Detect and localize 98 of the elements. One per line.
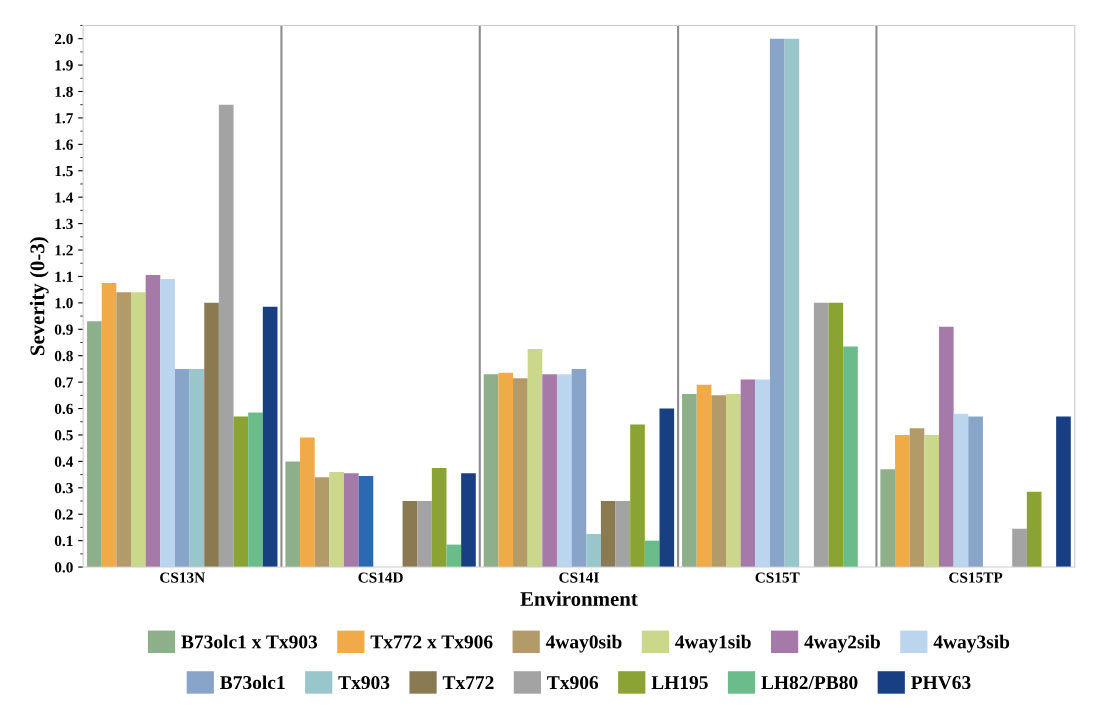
legend-label: 4way2sib — [804, 634, 880, 653]
bar — [160, 279, 175, 568]
bar — [644, 540, 660, 568]
legend-label: Tx906 — [547, 675, 599, 690]
y-tick-label: 0.9 — [54, 324, 73, 335]
bar — [740, 379, 756, 568]
bar — [843, 346, 858, 568]
x-tick-label: CS14D — [358, 572, 403, 583]
bar — [909, 428, 925, 568]
y-tick-label: 2.0 — [54, 33, 73, 45]
y-tick-label: 1.9 — [55, 60, 73, 71]
legend-label: B73olc1 — [220, 675, 285, 690]
y-tick-label: 0.7 — [54, 377, 74, 388]
bar — [498, 372, 514, 568]
y-tick-label: 1.6 — [55, 139, 73, 150]
bar — [968, 416, 983, 568]
x-tick-label: CS13N — [160, 572, 205, 583]
x-tick-label: CS15T — [755, 572, 800, 583]
bar — [329, 471, 344, 568]
bar — [402, 501, 418, 568]
legend-label: LH195 — [651, 676, 708, 690]
bar — [813, 302, 829, 568]
bar — [1012, 528, 1027, 568]
bar — [527, 349, 543, 568]
legend-label: Tx772 — [442, 676, 494, 689]
bar — [248, 412, 263, 568]
bar — [116, 292, 131, 568]
y-tick-label: 1.7 — [55, 113, 74, 124]
x-tick-label: CS15TP — [949, 572, 1003, 583]
y-tick-label: 1.1 — [55, 271, 73, 282]
bar — [600, 501, 616, 568]
y-axis-title: Severity (0-3) — [29, 237, 49, 356]
y-tick-label: 0.0 — [54, 562, 73, 573]
bar — [262, 306, 278, 568]
legend-label: PHV63 — [911, 676, 971, 690]
bar — [87, 321, 102, 568]
bar — [895, 434, 910, 568]
bar — [586, 534, 601, 568]
bar — [431, 467, 447, 568]
bar — [131, 292, 146, 568]
legend-label: 4way3sib — [933, 634, 1010, 653]
bar — [233, 416, 249, 568]
bar — [828, 302, 844, 568]
legend-label: 4way1sib — [675, 634, 751, 653]
y-tick-label: 0.8 — [54, 350, 73, 362]
legend-label: Tx772 x Tx906 — [370, 635, 493, 649]
y-tick-label: 0.1 — [54, 535, 73, 547]
legend-label: B73olc1 x Tx903 — [181, 634, 318, 649]
y-tick-label: 0.4 — [54, 456, 74, 467]
bar — [711, 395, 726, 568]
bar — [938, 326, 954, 568]
bar — [461, 473, 476, 568]
bar — [1056, 416, 1071, 568]
bar — [189, 368, 205, 568]
y-tick-label: 1.2 — [55, 245, 73, 256]
legend-label: Tx903 — [338, 675, 390, 690]
bar — [1026, 491, 1042, 568]
bar — [769, 38, 785, 568]
legend-label: 4way0sib — [545, 634, 622, 653]
bar — [358, 475, 374, 568]
y-tick-label: 0.3 — [54, 482, 73, 494]
bar — [696, 384, 712, 568]
bar — [630, 424, 645, 568]
x-tick-label: CS14I — [559, 572, 599, 583]
bar — [542, 374, 557, 568]
y-tick-label: 1.8 — [55, 86, 73, 98]
bar — [285, 461, 301, 568]
y-tick-label: 1.3 — [55, 218, 73, 230]
bar — [615, 501, 631, 568]
bar — [145, 275, 161, 568]
bar — [953, 413, 969, 568]
y-tick-label: 1.4 — [55, 192, 74, 203]
bar — [343, 473, 359, 568]
bar — [556, 374, 572, 568]
bar — [174, 368, 190, 568]
bar — [513, 378, 528, 568]
bar — [755, 379, 770, 568]
bar — [483, 374, 499, 568]
bar — [204, 302, 219, 568]
bar — [682, 394, 697, 568]
bar — [880, 469, 896, 568]
y-tick-label: 0.2 — [54, 509, 73, 520]
bar — [101, 283, 117, 568]
y-tick-label: 1.0 — [55, 298, 73, 309]
legend-label: LH82/PB80 — [761, 675, 858, 690]
x-axis-title: Environment — [520, 591, 638, 606]
bar — [417, 501, 432, 568]
bar — [300, 437, 315, 568]
bar — [218, 104, 234, 568]
bar — [659, 408, 675, 568]
y-tick-label: 0.5 — [54, 430, 73, 441]
bar — [571, 368, 587, 568]
y-tick-label: 1.5 — [55, 165, 73, 177]
bar — [924, 434, 939, 568]
y-tick-label: 0.6 — [54, 403, 73, 415]
bar — [784, 38, 800, 568]
bar — [726, 394, 741, 568]
bar — [314, 477, 330, 568]
